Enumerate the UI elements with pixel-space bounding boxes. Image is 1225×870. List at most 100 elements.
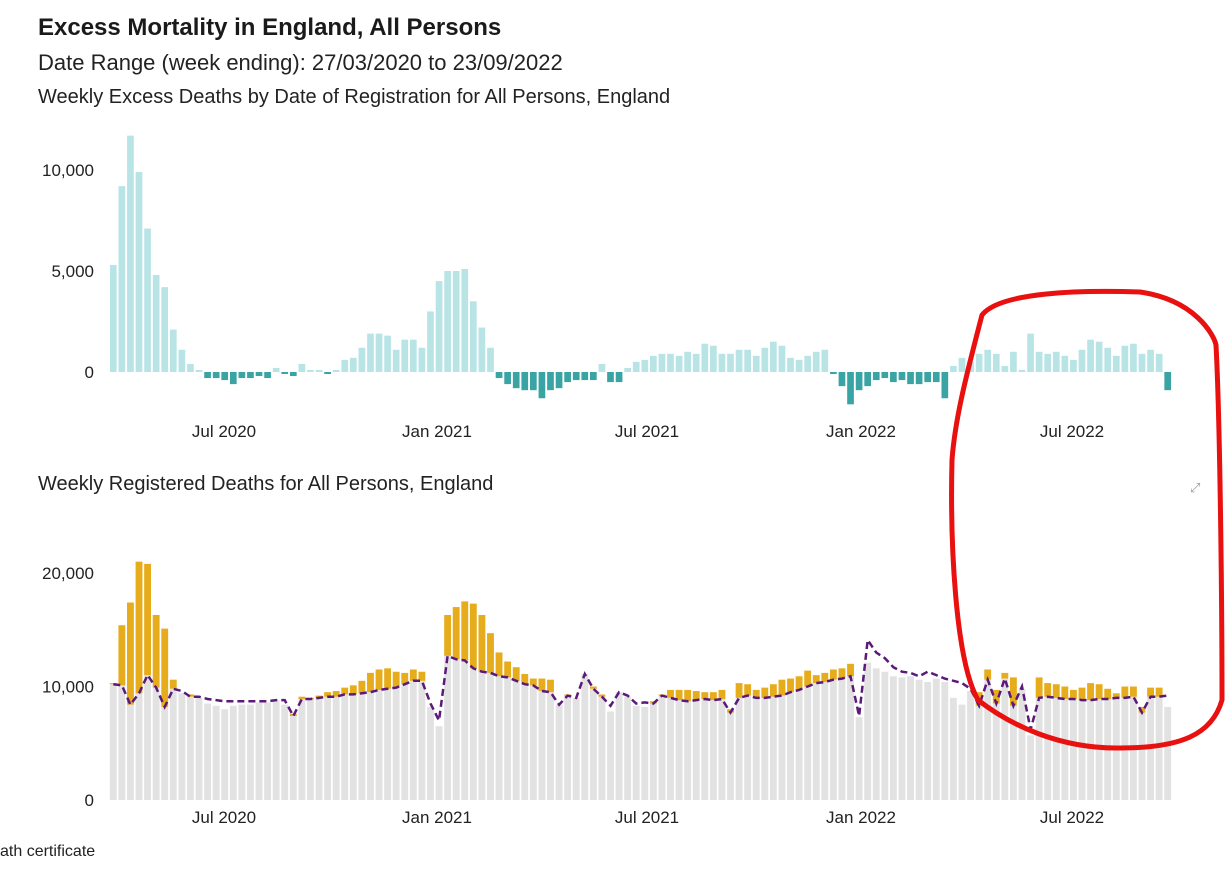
excess-deaths-bar <box>478 614 486 672</box>
excess-deaths-bar <box>795 676 803 690</box>
excess-bar <box>1061 355 1069 372</box>
excess-deaths-bar <box>1121 686 1129 698</box>
excess-deaths-bar <box>804 670 812 687</box>
excess-bar <box>521 372 529 391</box>
excess-deaths-bar <box>487 633 494 673</box>
excess-bar <box>187 363 194 372</box>
excess-deaths-bar <box>452 607 460 660</box>
deaths-base-bar <box>529 685 537 800</box>
deaths-base-bar <box>564 695 572 800</box>
deaths-base-bar <box>427 706 434 800</box>
excess-deaths-chart: 0 5,000 10,000 Jul 2020 Jan 2021 Jul 2021 Jan … <box>42 135 1172 441</box>
y-tick-label: 10,000 <box>42 678 94 697</box>
excess-bar <box>975 353 983 372</box>
x-tick-label: Jan 2021 <box>402 808 472 827</box>
excess-bar <box>701 343 709 372</box>
excess-deaths-bar <box>547 679 554 693</box>
deaths-base-bar <box>1069 698 1077 800</box>
deaths-base-bar <box>401 684 409 800</box>
excess-bar <box>598 363 606 372</box>
excess-bar <box>538 372 546 399</box>
excess-bar <box>512 372 520 389</box>
excess-bar <box>255 372 263 377</box>
deaths-base-bar <box>358 693 366 800</box>
excess-bar <box>195 369 203 372</box>
excess-bar <box>564 372 571 383</box>
deaths-base-bar <box>169 688 177 800</box>
excess-deaths-bar <box>127 602 134 705</box>
excess-bar <box>144 228 151 372</box>
excess-bar <box>572 372 580 381</box>
deaths-base-bar <box>632 705 640 800</box>
excess-deaths-bar <box>718 689 726 699</box>
deaths-base-bar <box>195 697 203 800</box>
expected-deaths-line <box>113 636 1168 730</box>
excess-deaths-bar <box>778 679 786 696</box>
excess-bar <box>624 367 631 372</box>
deaths-base-bar <box>341 694 349 800</box>
deaths-base-bar <box>915 679 923 800</box>
excess-bar <box>469 301 477 372</box>
deaths-base-bar <box>1061 698 1069 800</box>
excess-bar <box>795 359 803 372</box>
excess-bar <box>1164 372 1172 391</box>
excess-bar <box>1001 365 1009 372</box>
excess-bar <box>444 271 451 372</box>
excess-bar <box>384 335 391 372</box>
deaths-base-bar <box>804 686 812 800</box>
excess-bar <box>495 372 503 379</box>
excess-deaths-bar <box>701 692 709 699</box>
excess-bar <box>607 372 614 383</box>
x-tick-label: Jul 2020 <box>192 808 256 827</box>
excess-bar <box>1044 353 1052 372</box>
deaths-base-bar <box>478 671 486 800</box>
deaths-base-bar <box>247 704 254 800</box>
excess-bar <box>204 372 211 379</box>
excess-bar <box>984 349 992 372</box>
deaths-base-bar <box>547 692 554 800</box>
deaths-base-bar <box>907 676 914 800</box>
excess-bar <box>804 355 812 372</box>
deaths-base-bar <box>238 704 246 800</box>
deaths-base-bar <box>752 697 760 800</box>
deaths-base-bar <box>709 700 717 800</box>
excess-deaths-bar <box>384 668 392 689</box>
expand-icon[interactable]: ⤢ <box>1190 480 1201 495</box>
deaths-base-bar <box>735 697 743 800</box>
excess-bar <box>529 372 537 391</box>
page-title: Excess Mortality in England, All Persons <box>38 14 502 41</box>
excess-bar <box>418 347 426 372</box>
excess-bar <box>864 372 872 387</box>
excess-deaths-bar <box>761 687 769 698</box>
excess-deaths-bar <box>1095 684 1103 699</box>
excess-bar <box>898 372 906 381</box>
deaths-base-bar <box>504 677 512 800</box>
deaths-base-bar <box>769 696 777 800</box>
deaths-base-bar <box>589 688 597 800</box>
excess-bar <box>684 351 691 372</box>
excess-deaths-bar <box>161 628 169 707</box>
excess-deaths-bar <box>367 672 374 693</box>
excess-deaths-bar <box>1001 672 1009 679</box>
excess-deaths-bar <box>1035 677 1043 698</box>
deaths-base-bar <box>264 702 272 800</box>
excess-deaths-bar <box>1069 689 1077 699</box>
excess-bar <box>675 355 683 372</box>
excess-bar <box>315 369 323 372</box>
excess-bar <box>1104 347 1112 372</box>
deaths-base-bar <box>1138 712 1146 800</box>
deaths-base-bar <box>1035 697 1043 800</box>
x-tick-label: Jan 2022 <box>826 422 896 441</box>
excess-bar <box>1027 333 1034 372</box>
deaths-base-bar <box>787 692 794 800</box>
deaths-base-bar <box>555 704 563 800</box>
excess-deaths-bar <box>1052 684 1060 698</box>
deaths-base-bar <box>984 679 992 800</box>
x-tick-label: Jul 2022 <box>1040 808 1104 827</box>
excess-bar <box>247 372 254 379</box>
excess-bar <box>744 349 752 372</box>
deaths-base-bar <box>487 672 494 800</box>
deaths-base-bar <box>118 685 126 800</box>
deaths-base-bar <box>847 676 854 800</box>
